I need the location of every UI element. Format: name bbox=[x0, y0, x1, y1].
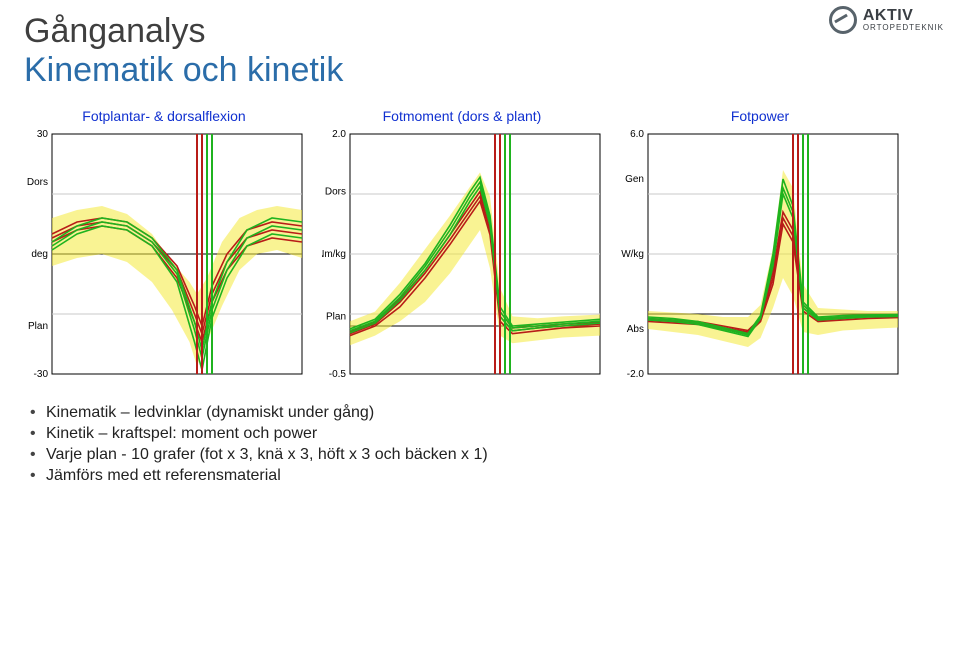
chart-title: Fotplantar- & dorsalflexion bbox=[24, 108, 304, 124]
chart-2: Fotpower 6.0 -2.0 Gen W/kg Abs bbox=[620, 108, 900, 386]
chart-svg: 2.0 -0.5 Dors Nm/kg Plan bbox=[322, 126, 602, 386]
logo-icon bbox=[829, 6, 857, 34]
svg-text:Abs: Abs bbox=[627, 324, 644, 335]
svg-text:Plan: Plan bbox=[326, 311, 346, 322]
chart-svg: 6.0 -2.0 Gen W/kg Abs bbox=[620, 126, 900, 386]
bullet-item: Varje plan - 10 grafer (fot x 3, knä x 3… bbox=[28, 446, 936, 464]
brand-logo: AKTIV ORTOPEDTEKNIK bbox=[829, 6, 944, 34]
charts-row: Fotplantar- & dorsalflexion 30 -30 Dors deg P… bbox=[24, 108, 936, 386]
svg-text:deg: deg bbox=[31, 249, 48, 260]
svg-text:-0.5: -0.5 bbox=[329, 369, 347, 380]
svg-text:6.0: 6.0 bbox=[630, 129, 644, 140]
chart-title: Fotmoment (dors & plant) bbox=[322, 108, 602, 124]
svg-text:Nm/kg: Nm/kg bbox=[322, 249, 346, 260]
bullet-item: Kinematik – ledvinklar (dynamiskt under … bbox=[28, 404, 936, 422]
chart-1: Fotmoment (dors & plant) 2.0 -0.5 Dors Nm/kg… bbox=[322, 108, 602, 386]
svg-text:30: 30 bbox=[37, 129, 49, 140]
logo-text: AKTIV ORTOPEDTEKNIK bbox=[863, 8, 944, 32]
logo-sub: ORTOPEDTEKNIK bbox=[863, 24, 944, 32]
svg-text:Gen: Gen bbox=[625, 174, 644, 185]
bullet-item: Kinetik – kraftspel: moment och power bbox=[28, 425, 936, 443]
chart-title: Fotpower bbox=[620, 108, 900, 124]
logo-brand: AKTIV bbox=[863, 8, 944, 24]
title-line-2: Kinematik och kinetik bbox=[24, 51, 936, 90]
bullet-item: Jämförs med ett referensmaterial bbox=[28, 467, 936, 485]
chart-0: Fotplantar- & dorsalflexion 30 -30 Dors deg P… bbox=[24, 108, 304, 386]
svg-text:Plan: Plan bbox=[28, 321, 48, 332]
svg-text:-30: -30 bbox=[34, 369, 49, 380]
svg-text:Dors: Dors bbox=[325, 187, 346, 198]
svg-text:-2.0: -2.0 bbox=[627, 369, 645, 380]
bullet-list: Kinematik – ledvinklar (dynamiskt under … bbox=[28, 404, 936, 485]
title-line-1: Gånganalys bbox=[24, 12, 936, 51]
chart-svg: 30 -30 Dors deg Plan bbox=[24, 126, 304, 386]
svg-text:2.0: 2.0 bbox=[332, 129, 346, 140]
svg-text:W/kg: W/kg bbox=[621, 249, 644, 260]
slide: AKTIV ORTOPEDTEKNIK Gånganalys Kinematik… bbox=[0, 0, 960, 655]
svg-text:Dors: Dors bbox=[27, 177, 48, 188]
